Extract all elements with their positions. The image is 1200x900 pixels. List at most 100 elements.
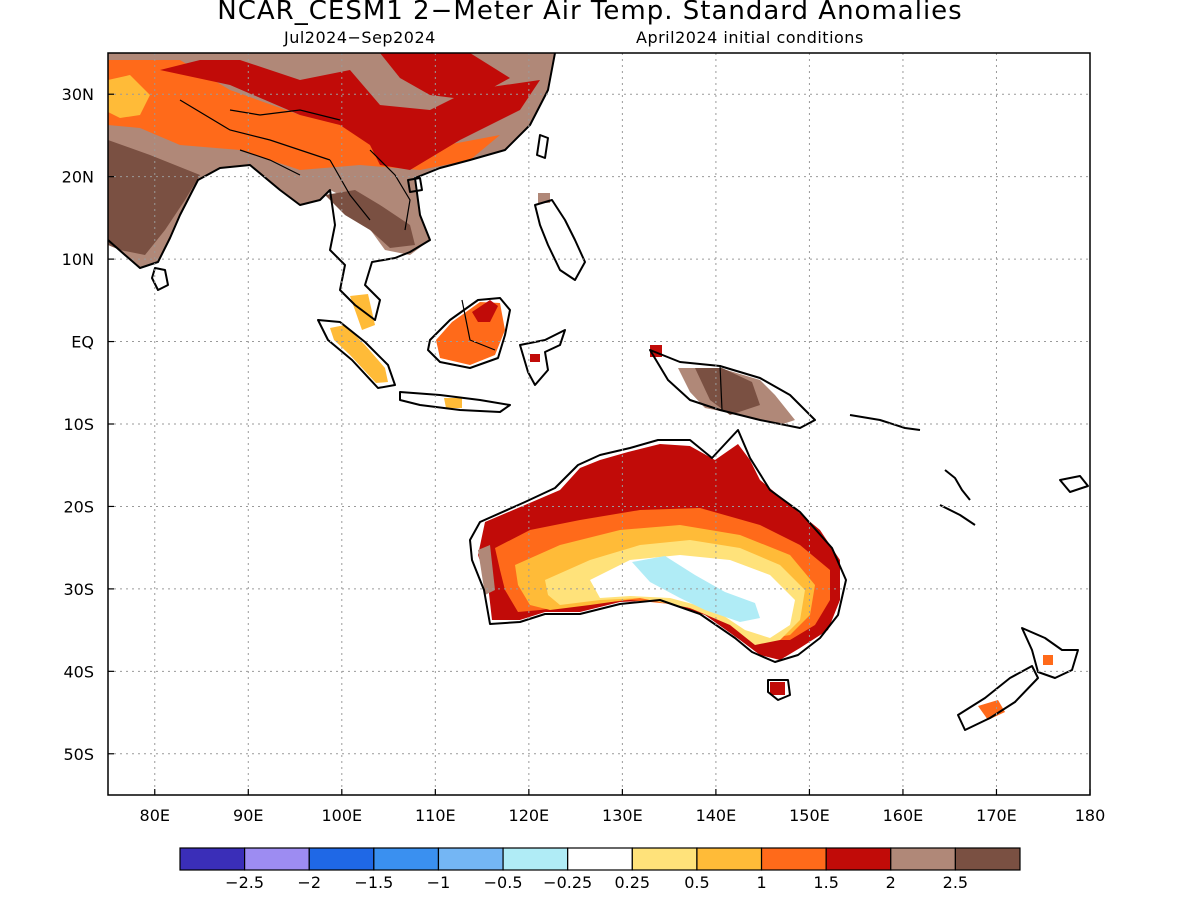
nz-north-island xyxy=(1025,630,1075,675)
colorbar-tick-label: 1.5 xyxy=(813,873,838,892)
australia-brown-west xyxy=(478,545,495,595)
coastline-asia xyxy=(108,53,556,321)
nz-north-warm xyxy=(1043,655,1053,665)
lon-tick-label: 100E xyxy=(321,806,362,825)
border-line xyxy=(229,109,341,121)
tasmania-land xyxy=(770,682,785,695)
land-shading xyxy=(108,53,1075,726)
coastline-sri-lanka xyxy=(151,267,169,291)
colorbar-tick-label: −2.5 xyxy=(225,873,264,892)
coastline-nz-north xyxy=(1021,627,1079,679)
plot-frame xyxy=(107,52,1091,796)
colorbar-tick-label: 0.25 xyxy=(614,873,650,892)
coastline-vanuatu xyxy=(944,469,971,501)
colorbar-swatch xyxy=(373,847,440,871)
lon-tick-label: 90E xyxy=(233,806,263,825)
coastline-philippines xyxy=(534,199,586,281)
colorbar-swatch xyxy=(502,847,569,871)
colorbar-tick-label: 2 xyxy=(886,873,896,892)
coastline-sumatra xyxy=(317,319,396,389)
border-line xyxy=(369,149,411,231)
colorbar-swatch xyxy=(244,847,310,871)
asia-dark-brown-india xyxy=(108,140,200,255)
coastline-australia xyxy=(469,429,847,663)
borders xyxy=(179,99,723,411)
lat-tick-label: 20S xyxy=(63,497,94,516)
asia-hot-core xyxy=(160,60,540,170)
lat-tick-label: 10S xyxy=(63,415,94,434)
sulawesi-spot xyxy=(530,354,540,362)
colorbar-swatch xyxy=(567,847,633,871)
colorbar-tick-label: −1 xyxy=(427,873,451,892)
lat-tick-label: 40S xyxy=(63,662,94,681)
coastline-solomons xyxy=(849,414,921,431)
border-line xyxy=(461,299,496,351)
colorbar xyxy=(179,847,1021,871)
asia-north-block xyxy=(380,53,510,100)
colorbar-swatch xyxy=(696,847,763,871)
lon-tick-label: 140E xyxy=(696,806,737,825)
lon-tick-label: 120E xyxy=(509,806,550,825)
border-line xyxy=(329,159,371,221)
lon-tick-label: 150E xyxy=(789,806,830,825)
colorbar-swatch xyxy=(179,847,246,871)
malaya-land xyxy=(350,294,375,330)
coastline-hainan xyxy=(407,177,423,193)
longitude-labels: 80E 90E 100E 110E 120E 130E 140E 150E 160E 170E 18… xyxy=(140,806,1106,825)
lon-tick-label: 80E xyxy=(140,806,170,825)
lon-tick-label: 170E xyxy=(976,806,1017,825)
lat-tick-label: 30N xyxy=(62,85,94,104)
new-guinea-dark xyxy=(695,368,760,415)
colorbar-tick-label: −1.5 xyxy=(354,873,393,892)
colorbar-tick-label: −0.5 xyxy=(484,873,523,892)
colorbar-tick-label: −2 xyxy=(297,873,321,892)
coastline-fiji xyxy=(1059,475,1089,493)
colorbar-tick-label: 1 xyxy=(756,873,766,892)
colorbar-swatch xyxy=(954,847,1021,871)
graticule xyxy=(108,53,1091,795)
latitude-labels: 30N 20N 10N EQ 10S 20S 30S 40S 50S xyxy=(62,85,94,764)
nz-south-warm xyxy=(978,700,1005,720)
border-line xyxy=(239,149,301,176)
colorbar-tick-label: −0.25 xyxy=(543,873,592,892)
colorbar-swatch xyxy=(437,847,504,871)
lon-tick-label: 180 xyxy=(1075,806,1106,825)
coastline-borneo xyxy=(427,297,511,369)
coastline-new-guinea xyxy=(649,349,816,429)
lon-tick-label: 110E xyxy=(415,806,456,825)
colorbar-swatch xyxy=(760,847,827,871)
coastline-sulawesi xyxy=(519,329,566,386)
coastline-tasmania xyxy=(767,679,791,701)
border-line xyxy=(179,99,331,161)
colorbar-swatch xyxy=(308,847,375,871)
colorbar-labels: −2.5 −2 −1.5 −1 −0.5 −0.25 0.25 0.5 1 1.5 2 2.5 xyxy=(225,873,968,892)
java-land xyxy=(444,398,462,408)
initial-conditions: April2024 initial conditions xyxy=(636,28,864,47)
colorbar-swatch xyxy=(890,847,956,871)
lon-tick-label: 160E xyxy=(883,806,924,825)
lat-tick-label: 50S xyxy=(63,745,94,764)
colorbar-swatch xyxy=(825,847,892,871)
asia-yellow-west xyxy=(108,75,150,118)
coastline-taiwan xyxy=(536,134,549,159)
coastline-nz-south xyxy=(957,665,1039,731)
coastline-new-caledonia xyxy=(939,504,976,526)
border-line xyxy=(719,364,723,411)
lon-tick-label: 130E xyxy=(602,806,643,825)
colorbar-swatch xyxy=(631,847,698,871)
asia-dark-brown-indochina xyxy=(325,190,415,248)
lat-tick-label: 20N xyxy=(62,168,94,187)
forecast-period: Jul2024−Sep2024 xyxy=(284,28,436,47)
coastline-java xyxy=(399,391,511,413)
lat-tick-label: 30S xyxy=(63,580,94,599)
chart-title: NCAR_CESM1 2−Meter Air Temp. Standard An… xyxy=(217,0,963,26)
sumatra-land xyxy=(330,325,388,383)
coastlines xyxy=(108,53,1089,731)
colorbar-tick-label: 0.5 xyxy=(684,873,709,892)
nz-south-island xyxy=(960,668,1035,726)
colorbar-tick-label: 2.5 xyxy=(943,873,968,892)
lat-tick-label: EQ xyxy=(71,333,94,352)
lat-tick-label: 10N xyxy=(62,250,94,269)
borneo-hot-spot xyxy=(472,300,498,322)
